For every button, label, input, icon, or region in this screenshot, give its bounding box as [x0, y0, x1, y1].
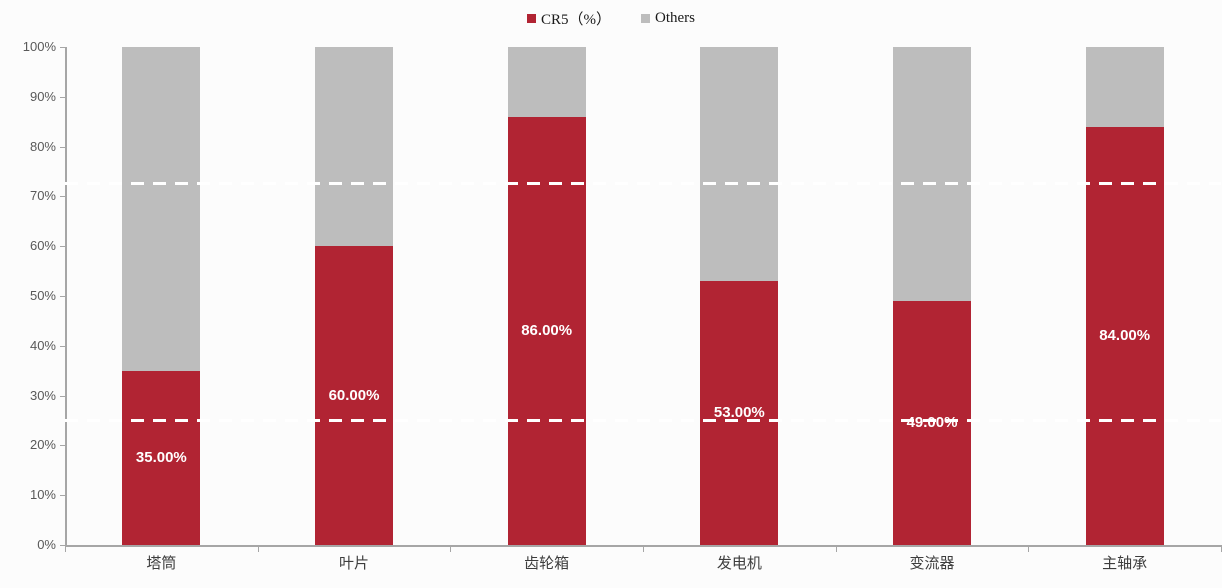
y-axis-tick-label: 50%: [29, 288, 56, 303]
bar-segment-cr5: [507, 116, 586, 545]
y-axis-tick-label: 90%: [29, 88, 56, 104]
legend-swatch-others-icon: [641, 14, 650, 23]
x-axis-category-label: 变流器: [909, 556, 955, 572]
y-axis-tick-label: 10%: [29, 487, 56, 503]
y-axis-tick: [60, 47, 65, 48]
y-axis-tick-label: 20%: [29, 437, 56, 453]
y-axis-tick-label: 40%: [29, 337, 56, 353]
x-axis-category-label: 主轴承: [1102, 556, 1148, 572]
legend: CR5（%） Others: [0, 8, 1222, 29]
bar-segment-others: [122, 47, 201, 371]
bar-value-label: 35.00%: [135, 448, 187, 466]
bar-segment-others: [315, 47, 393, 247]
bar-segment-others: [893, 47, 971, 301]
bar-value-label: 53.00%: [713, 404, 765, 422]
legend-label-cr5: CR5（%）: [540, 12, 611, 28]
legend-item-others: Others: [641, 10, 695, 27]
x-axis-line: [65, 545, 1222, 547]
y-axis-tick: [60, 96, 65, 98]
reference-dashed-line: [65, 419, 1221, 422]
y-axis-tick: [60, 246, 65, 248]
bar-value-label: 86.00%: [521, 321, 573, 339]
y-axis-tick: [60, 445, 65, 447]
bar-segment-cr5: [1085, 126, 1164, 545]
x-axis-category-label: 塔筒: [146, 556, 177, 572]
x-axis-category-label: 发电机: [716, 556, 762, 572]
y-axis-tick-label: 80%: [29, 138, 56, 154]
y-axis-tick: [60, 395, 65, 397]
y-axis-tick: [60, 345, 65, 347]
bar-segment-cr5: [122, 370, 201, 545]
bar-value-label: 84.00%: [1099, 326, 1151, 344]
bar-segment-others: [507, 47, 586, 117]
y-axis-tick-label: 60%: [29, 238, 56, 254]
y-axis-tick: [60, 495, 65, 497]
bar-value-label: 60.00%: [328, 386, 380, 404]
y-axis-tick: [60, 146, 65, 148]
y-axis-tick-label: 100%: [22, 39, 56, 54]
legend-swatch-cr5-icon: [526, 14, 536, 23]
bar-segment-cr5: [315, 246, 393, 545]
x-axis-tick: [257, 547, 259, 552]
y-axis-tick: [60, 196, 65, 198]
y-axis-tick-label: 0%: [37, 537, 56, 552]
x-axis-tick: [1028, 547, 1030, 552]
bar-segment-cr5: [893, 300, 971, 545]
y-axis-tick-label: 30%: [29, 387, 56, 403]
x-axis-category-label: 齿轮箱: [524, 556, 570, 572]
y-axis-tick: [60, 545, 65, 546]
bar-value-label: 49.00%: [906, 413, 958, 431]
y-axis-line: [65, 47, 67, 545]
legend-label-others: Others: [655, 10, 695, 26]
legend-item-cr5: CR5（%）: [526, 8, 611, 29]
bar-segment-others: [1085, 47, 1164, 127]
y-axis-tick-label: 70%: [29, 188, 56, 204]
y-axis-tick: [60, 296, 65, 297]
x-axis-tick: [450, 547, 452, 552]
x-axis-tick: [643, 547, 644, 552]
bar-segment-others: [700, 47, 779, 282]
x-axis-tick: [835, 547, 837, 552]
x-axis-tick: [65, 547, 66, 552]
bar-segment-cr5: [700, 281, 779, 545]
x-axis-category-label: 叶片: [338, 556, 369, 572]
reference-dashed-line: [65, 182, 1221, 186]
